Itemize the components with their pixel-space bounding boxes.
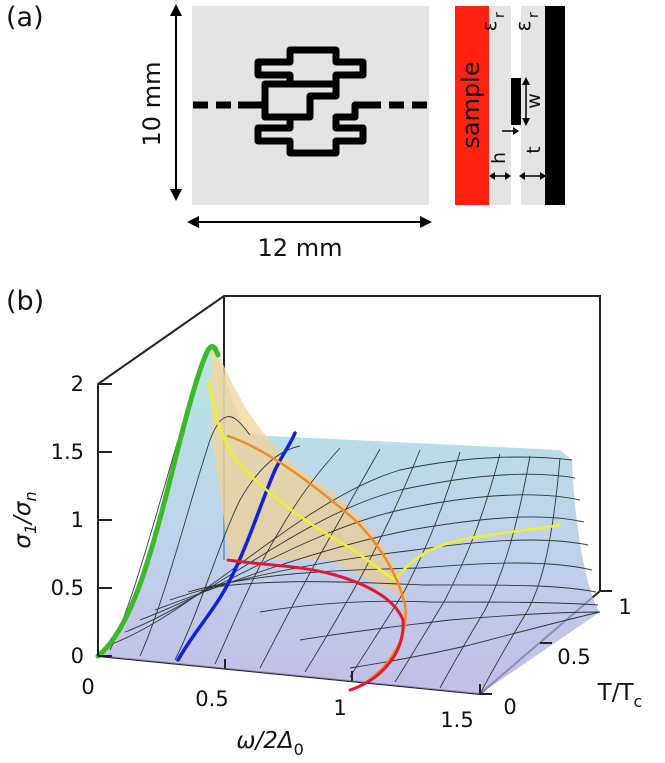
y-tick-1: 1 (618, 595, 631, 619)
svg-text:T/Tc: T/Tc (597, 680, 643, 711)
x-tick-1.5: 1.5 (440, 708, 473, 732)
svg-text:r: r (492, 12, 508, 18)
svg-text:r: r (526, 12, 542, 18)
t-arrowhead-top (513, 127, 519, 135)
y-axis-title: T/Tc (597, 680, 643, 711)
sample-block (455, 6, 489, 205)
dielectric-substrate (521, 6, 545, 205)
t-label: t (523, 146, 545, 153)
x-axis-title: ω/2Δ0 (236, 728, 304, 759)
h-arrowheads (489, 172, 511, 180)
z-tick-2: 2 (71, 372, 84, 396)
x-tick-0: 0 (81, 675, 94, 699)
height-label: 10 mm (138, 62, 166, 147)
svg-text:ε: ε (511, 21, 535, 32)
curve-red (226, 558, 405, 692)
curve-blue (176, 431, 297, 662)
svg-text:σ1/σn: σ1/σn (10, 491, 40, 548)
x-tick-1: 1 (333, 696, 346, 720)
curve-yellow (206, 378, 562, 582)
eps-label-2: ε r (511, 12, 542, 31)
tick-marks (97, 383, 612, 695)
z-tick-0: 0 (71, 644, 84, 668)
svg-text:ω/2Δ0: ω/2Δ0 (236, 728, 304, 759)
y-tick-0.5: 0.5 (557, 645, 590, 669)
w-label: w (523, 93, 545, 109)
curve-orange (226, 434, 407, 692)
dielectric-gap-1 (489, 6, 511, 205)
panel-b-label: (b) (6, 286, 44, 317)
eps-label-1: ε r (477, 12, 508, 31)
t-arrowheads (519, 172, 546, 180)
z-tick-1.5: 1.5 (51, 440, 84, 464)
panel-a-label: (a) (6, 2, 44, 33)
ground-plane (545, 6, 565, 205)
h-label: h (488, 152, 510, 164)
arrowhead-down (170, 189, 182, 201)
z-tick-1: 1 (71, 508, 84, 532)
width-label: 12 mm (258, 234, 343, 262)
sample-label: sample (457, 61, 485, 148)
arrowhead-up (170, 4, 182, 16)
arrowhead-right (420, 216, 432, 228)
z-axis-title: σ1/σn (10, 491, 40, 548)
center-conductor (511, 78, 521, 125)
svg-text:ε: ε (477, 21, 501, 32)
surface-peak (212, 345, 408, 600)
z-tick-0.5: 0.5 (51, 576, 84, 600)
x-tick-0.5: 0.5 (195, 687, 228, 711)
arrowhead-left (187, 216, 199, 228)
curve-green (95, 344, 221, 659)
meander-resonator (250, 46, 369, 157)
y-tick-0: 0 (503, 695, 516, 719)
